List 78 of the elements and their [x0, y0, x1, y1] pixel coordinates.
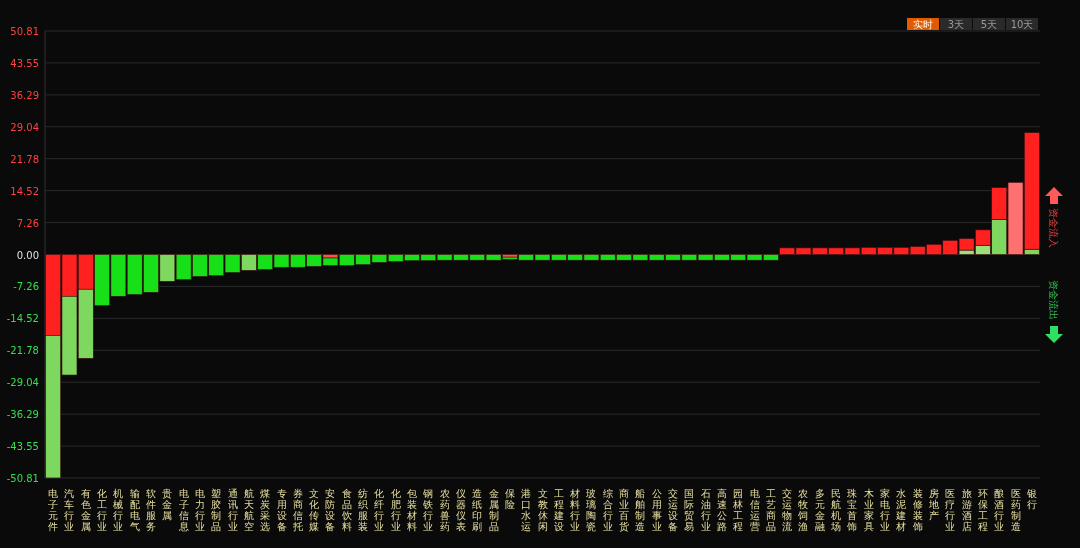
x-tick-label: 综合行业 [602, 488, 613, 532]
y-tick-label: 7.26 [16, 217, 39, 229]
x-tick-label: 石油行业 [700, 488, 711, 532]
x-tick-label: 贵金属 [162, 488, 173, 521]
x-tick-label: 化工行业 [97, 488, 108, 532]
x-tick-label: 酿酒行业 [994, 488, 1005, 532]
x-tick-label: 港口水运 [521, 488, 532, 532]
x-tick-label: 食品饮料 [340, 488, 352, 532]
x-tick-label: 农牧饲渔 [797, 488, 809, 532]
period-buttons: 实时 3天 5天 10天 [907, 18, 1038, 30]
x-tick-label: 煤炭采选 [260, 488, 271, 532]
x-tick-label: 医疗行业 [945, 488, 956, 532]
y-tick-label: -36.29 [6, 409, 39, 421]
y-tick-label: -7.26 [13, 281, 39, 293]
x-tick-label: 旅游酒店 [961, 488, 972, 532]
x-tick-label: 包装材料 [406, 488, 418, 532]
x-tick-label: 医药制造 [1010, 488, 1021, 532]
x-tick-label: 航天航空 [243, 488, 254, 532]
x-tick-label: 金属制品 [488, 488, 499, 532]
x-tick-label: 电子元件 [48, 488, 59, 532]
x-tick-label: 材料行业 [569, 488, 581, 532]
x-tick-label: 房地产 [927, 488, 939, 521]
y-tick-label: -43.55 [6, 441, 39, 453]
x-tick-label: 化肥行业 [390, 488, 401, 532]
x-tick-label: 玻璃陶瓷 [586, 488, 597, 532]
x-tick-label: 纺织服装 [358, 488, 369, 532]
x-tick-label: 工艺商品 [765, 488, 776, 532]
x-tick-label: 安防设备 [325, 488, 336, 532]
x-tick-label: 珠宝首饰 [846, 488, 858, 532]
y-tick-label: 14.52 [10, 185, 39, 197]
x-tick-label: 钢铁行业 [422, 488, 434, 532]
x-tick-label: 电子信息 [177, 488, 189, 532]
x-tick-label: 公用事业 [651, 488, 662, 532]
x-tick-label: 银行 [1025, 488, 1037, 510]
x-tick-label: 高速公路 [716, 488, 727, 532]
x-tick-label: 保险 [504, 488, 515, 510]
x-tick-label: 电信运营 [749, 488, 760, 532]
x-tick-label: 装修装饰 [911, 488, 923, 532]
x-tick-label: 输配电气 [129, 488, 140, 532]
x-tick-label: 园林工程 [732, 488, 744, 532]
x-tick-label: 造纸印刷 [472, 488, 483, 532]
x-tick-label: 汽车行业 [64, 488, 75, 532]
flow-labels: 资金流入 资金流出 [1048, 208, 1059, 320]
x-tick-label: 文教休闲 [537, 488, 548, 532]
x-tick-label: 有色金属 [80, 488, 91, 532]
x-tick-label: 民航机场 [830, 488, 842, 532]
x-tick-label: 环保工程 [977, 488, 988, 532]
x-tick-label: 券商信托 [291, 488, 303, 532]
x-tick-label: 船舶制造 [635, 488, 646, 532]
y-tick-label: 29.04 [10, 121, 39, 133]
x-tick-label: 商业百货 [619, 488, 630, 532]
x-tick-label: 木业家具 [863, 488, 874, 532]
x-tick-label: 软件服务 [146, 488, 157, 532]
x-tick-label: 塑胶制品 [211, 488, 222, 532]
x-tick-label: 通讯行业 [227, 488, 238, 532]
y-tick-label: 0.00 [16, 249, 39, 261]
y-tick-label: 50.81 [10, 26, 39, 37]
x-tick-label: 家电行业 [880, 488, 891, 532]
x-tick-label: 交运设备 [667, 488, 678, 532]
x-tick-label: 专用设备 [276, 488, 287, 532]
x-tick-label: 电力行业 [194, 488, 205, 532]
x-tick-label: 水泥建材 [895, 488, 907, 532]
x-tick-label: 工程建设 [552, 488, 564, 532]
x-tick-label: 仪器仪表 [455, 488, 466, 532]
y-tick-label: 43.55 [10, 57, 39, 69]
x-tick-label: 农药兽药 [439, 488, 450, 532]
y-tick-label: -29.04 [6, 377, 39, 389]
y-tick-label: -14.52 [6, 313, 39, 325]
x-tick-label: 文化传媒 [309, 488, 320, 532]
x-tick-label: 国际贸易 [684, 488, 695, 532]
y-tick-label: 36.29 [10, 89, 39, 101]
x-tick-label: 化纤行业 [374, 488, 385, 532]
y-tick-label: -50.81 [6, 473, 39, 484]
x-tick-label: 交运物流 [782, 488, 793, 532]
y-tick-label: 21.78 [10, 153, 39, 165]
x-tick-label: 多元金融 [814, 488, 825, 532]
x-tick-label: 机械行业 [113, 488, 124, 532]
y-tick-label: -21.78 [6, 345, 39, 357]
